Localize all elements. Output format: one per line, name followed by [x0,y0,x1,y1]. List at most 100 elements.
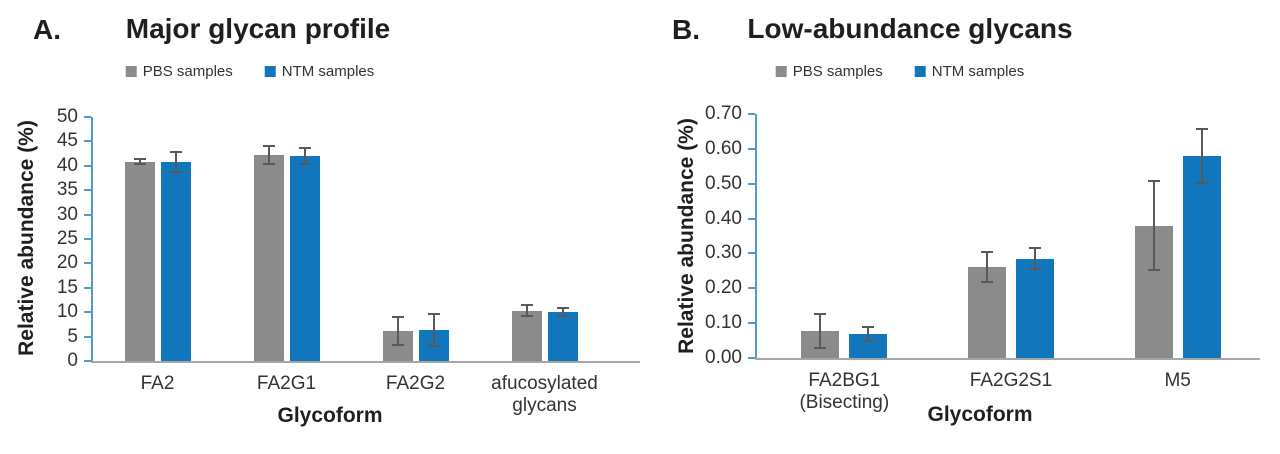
bar-pbs-samples [253,155,284,361]
y-tick-mark [748,252,755,255]
y-tick-mark [84,116,91,118]
y-tick-label: 0.20 [705,277,742,299]
y-tick-mark [748,217,755,220]
bar-ntm-samples [160,161,191,361]
y-tick-mark [84,140,91,143]
y-tick-mark [84,311,91,314]
bar-ntm-samples [289,156,320,361]
legend-label-pbs: PBS samples [142,63,233,80]
error-bar-cap-bottom [814,346,827,349]
error-bar-cap-top [169,151,182,154]
x-tick-label: FA2 [140,373,175,394]
y-tick-label: 0.70 [705,103,742,124]
y-axis-line [755,114,757,358]
y-tick-label: 10 [56,301,78,323]
error-bar-cap-bottom [981,281,993,284]
x-tick-label: FA2BG1 (Bisecting) [799,370,890,413]
x-tick-label: M5 [1164,370,1191,391]
panel-a-letter: A. [33,14,61,45]
error-bar-line [396,316,399,345]
error-bar-cap-top [133,158,146,161]
error-bar-cap-bottom [862,340,875,343]
error-bar-line [819,314,822,348]
legend-label-ntm: NTM samples [281,63,375,80]
error-bar-cap-top [1147,180,1160,183]
pbs-swatch-icon [125,66,137,77]
legend-label-ntm: NTM samples [931,63,1025,80]
error-bar-cap-top [814,313,827,316]
ntm-swatch-icon [914,66,926,77]
error-bar-cap-top [391,315,404,318]
y-tick-label: 0 [67,350,78,371]
y-tick-mark [84,213,91,216]
x-axis-line [91,361,640,363]
error-bar-line [138,159,141,165]
panel-a-legend: PBS samples NTM samples [125,63,375,80]
y-tick-label: 0.10 [705,312,742,334]
y-tick-label: 0.40 [705,207,742,229]
y-tick-mark [748,182,755,185]
y-tick-label: 25 [56,228,78,249]
x-tick-label: FA2G2 [385,373,446,394]
bar-pbs-samples [124,161,155,361]
error-bar-cap-top [427,312,440,315]
legend-item-pbs: PBS samples [125,63,233,80]
error-bar-cap-bottom [1029,268,1041,271]
y-tick-label: 0.00 [705,347,742,368]
error-bar-cap-top [262,144,275,147]
y-axis-line [91,117,93,361]
y-tick-label: 30 [56,203,78,225]
panel-a-x-axis-title: Glycoform [277,404,383,427]
bar-ntm-samples [1016,258,1054,358]
y-tick-label: 0.60 [705,137,742,159]
error-bar-cap-top [556,306,569,309]
y-tick-label: 50 [56,106,78,127]
y-tick-mark [748,357,755,359]
panel-a-title: Major glycan profile [125,13,391,44]
error-bar-cap-bottom [427,344,440,347]
error-bar-cap-bottom [262,163,275,166]
panel-b-legend: PBS samples NTM samples [775,63,1025,80]
y-tick-mark [748,322,755,325]
x-axis-line [755,358,1260,360]
y-tick-label: 20 [56,252,78,274]
y-tick-label: 0.30 [705,242,742,264]
error-bar-line [267,145,270,165]
error-bar-cap-bottom [391,343,404,346]
x-tick-label: FA2G1 [256,373,317,394]
y-tick-mark [84,286,91,289]
x-tick-label: FA2G2S1 [969,370,1053,391]
error-bar-cap-bottom [298,162,311,165]
error-bar-line [303,148,306,164]
error-bar-line [525,305,528,317]
y-tick-mark [748,287,755,290]
error-bar-cap-top [981,251,993,254]
error-bar-cap-bottom [169,170,182,173]
error-bar-cap-bottom [1147,268,1160,271]
y-tick-mark [84,360,91,362]
panel-b-x-axis-title: Glycoform [927,403,1033,426]
y-tick-label: 45 [56,130,78,152]
legend-item-ntm: NTM samples [264,63,375,80]
error-bar-cap-bottom [1195,182,1208,185]
panel-b-letter: B. [672,14,700,45]
error-bar-cap-top [862,326,875,329]
bar-pbs-samples [511,310,542,361]
y-tick-mark [84,164,91,167]
error-bar-cap-bottom [520,315,533,318]
error-bar-line [1034,248,1036,270]
y-tick-mark [84,189,91,192]
pbs-swatch-icon [775,66,787,77]
bar-ntm-samples [1182,155,1221,358]
y-tick-mark [748,113,755,115]
y-tick-label: 15 [56,276,78,298]
error-bar-cap-top [1029,247,1041,250]
error-bar-line [986,252,988,283]
error-bar-line [432,313,435,346]
y-tick-label: 35 [56,179,78,201]
error-bar-cap-bottom [556,314,569,317]
y-tick-label: 5 [67,325,78,347]
y-tick-mark [748,147,755,150]
bar-ntm-samples [547,311,578,361]
